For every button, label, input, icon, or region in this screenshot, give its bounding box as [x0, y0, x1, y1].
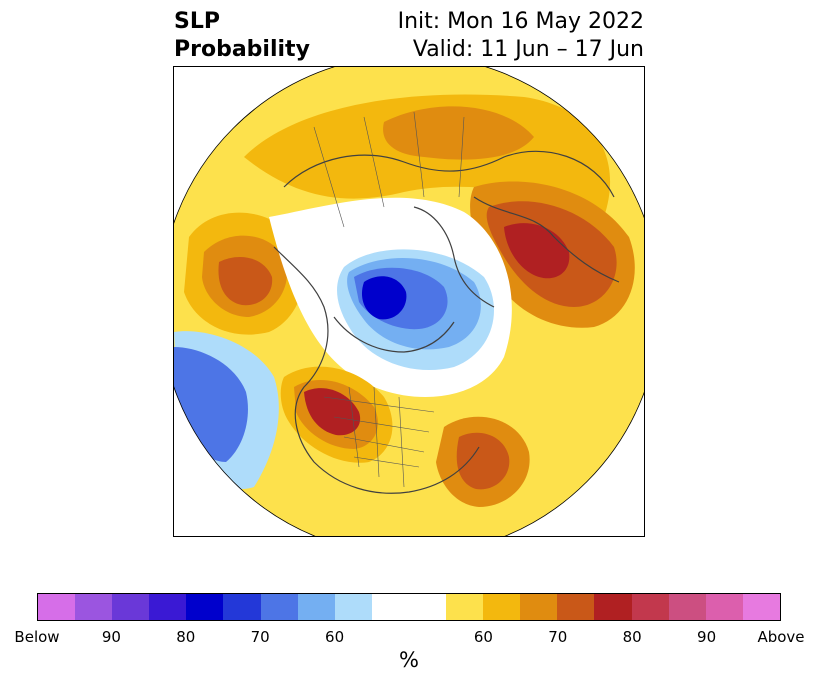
colorbar-tick-label: 70 [548, 628, 568, 646]
colorbar-unit: % [399, 648, 419, 672]
polar-map [173, 66, 645, 537]
title-line-2: Probability [174, 37, 310, 62]
colorbar-swatch [705, 594, 743, 620]
valid-date: Valid: 11 Jun – 17 Jun [412, 37, 644, 62]
map-svg [174, 67, 644, 536]
colorbar-swatch [631, 594, 669, 620]
colorbar-swatch [557, 594, 595, 620]
title-line-1: SLP [174, 9, 220, 34]
anomaly-strong-negative [361, 276, 407, 320]
country-borders [313, 111, 465, 488]
colorbar-tick-label: Above [757, 628, 805, 646]
colorbar-swatch [186, 594, 224, 620]
colorbar-swatch [408, 594, 447, 620]
colorbar-tick-label: 90 [697, 628, 717, 646]
title: SLP Probability [174, 8, 310, 64]
colorbar-swatch [371, 594, 409, 620]
colorbar-swatch [594, 594, 632, 620]
colorbar-swatch [520, 594, 558, 620]
date-info: Init: Mon 16 May 2022 Valid: 11 Jun – 17… [398, 8, 644, 64]
coastlines [273, 150, 620, 494]
anomaly-very-strong-atlantic [456, 432, 510, 490]
anomaly-extreme-eurasia [504, 223, 570, 279]
colorbar-tick-label: 80 [176, 628, 196, 646]
colorbar-swatch [75, 594, 113, 620]
colorbar-tick-label: 70 [250, 628, 270, 646]
init-date: Init: Mon 16 May 2022 [397, 9, 644, 34]
colorbar-swatch [446, 594, 484, 620]
colorbar-swatch [149, 594, 187, 620]
colorbar-swatch [297, 594, 335, 620]
colorbar-swatch [483, 594, 521, 620]
colorbar-swatch [334, 594, 372, 620]
colorbar-swatch [112, 594, 150, 620]
colorbar-tick-label: Below [14, 628, 60, 646]
colorbar-swatch [260, 594, 298, 620]
colorbar-swatch [38, 594, 76, 620]
colorbar-labels: Below 90 80 70 60 60 70 80 90 Above [0, 628, 819, 648]
anomaly-very-strong-pacific [218, 257, 273, 306]
colorbar-tick-label: 90 [101, 628, 121, 646]
colorbar-swatch [742, 594, 780, 620]
colorbar-tick-label: 60 [325, 628, 345, 646]
anomaly-strong-north [383, 106, 534, 160]
colorbar-tick-label: 60 [473, 628, 493, 646]
colorbar [37, 593, 781, 621]
colorbar-swatch [223, 594, 261, 620]
colorbar-swatch [668, 594, 706, 620]
colorbar-tick-label: 80 [622, 628, 642, 646]
